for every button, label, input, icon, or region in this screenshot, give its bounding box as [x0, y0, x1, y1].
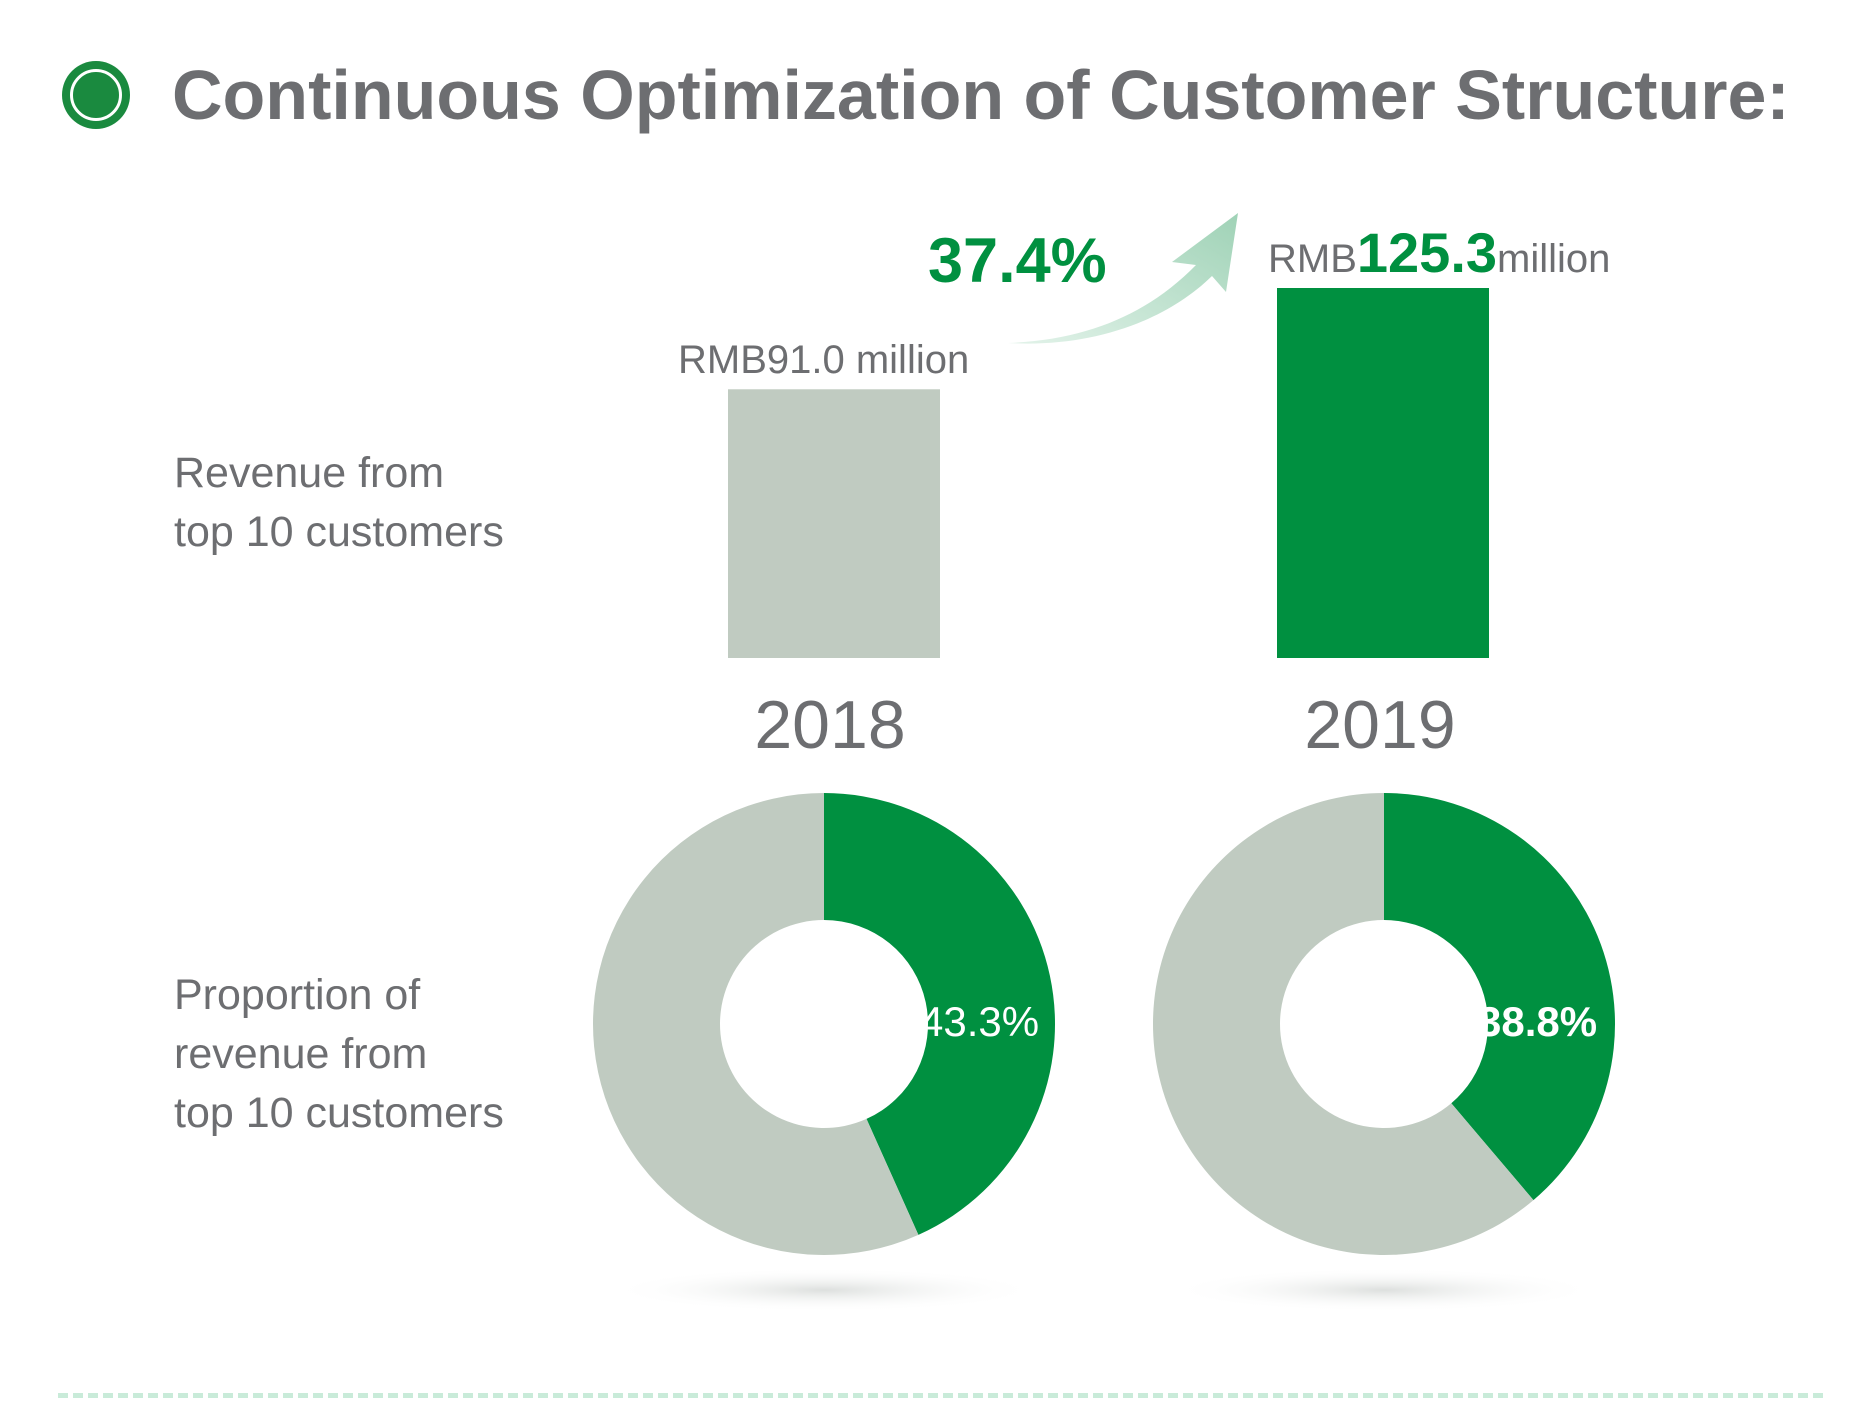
revenue-row-label: Revenue from top 10 customers	[174, 444, 504, 562]
bar-value-prefix-2019: RMB	[1268, 237, 1357, 281]
dashed-divider	[58, 1393, 1823, 1398]
bar-chart	[728, 288, 1489, 658]
donut-charts	[593, 793, 1616, 1312]
revenue-label-line-2: top 10 customers	[174, 508, 504, 556]
bar-value-label-2018: RMB91.0 million	[678, 338, 970, 382]
proportion-label-line-3: top 10 customers	[174, 1089, 504, 1137]
bar-value-suffix-2019: million	[1497, 237, 1611, 281]
proportion-label-line-1: Proportion of	[174, 971, 421, 1019]
page-title: Continuous Optimization of Customer Stru…	[172, 56, 1790, 134]
donut-shadow-2019	[1169, 1268, 1599, 1312]
growth-arrow-icon	[1008, 213, 1238, 344]
header: Continuous Optimization of Customer Stru…	[62, 45, 1790, 145]
bar-2019	[1277, 288, 1489, 658]
year-label-2019: 2019	[1304, 687, 1456, 763]
proportion-label-line-2: revenue from	[174, 1030, 428, 1078]
donut-slice-2018-top10	[824, 793, 1055, 1235]
donut-slice-2018-other	[593, 793, 919, 1255]
bar-value-number-2019: 125.3	[1356, 221, 1498, 284]
donut-slice-2019-top10	[1384, 793, 1616, 1201]
growth-rate-label: 37.4%	[928, 226, 1107, 296]
revenue-label-line-1: Revenue from	[174, 449, 445, 497]
donut-slice-2019-other	[1153, 793, 1534, 1255]
donut-shadow-2018	[609, 1268, 1039, 1312]
bar-2018	[728, 389, 940, 658]
green-circle-bullet-icon	[62, 61, 130, 129]
proportion-row-label: Proportion of revenue from top 10 custom…	[174, 966, 504, 1143]
year-label-2018: 2018	[754, 687, 906, 763]
donut-label-2018: 43.3%	[920, 998, 1040, 1045]
bar-value-label-2019: RMB125.3million	[1268, 220, 1610, 285]
donut-label-2019: 38.8%	[1478, 998, 1598, 1045]
